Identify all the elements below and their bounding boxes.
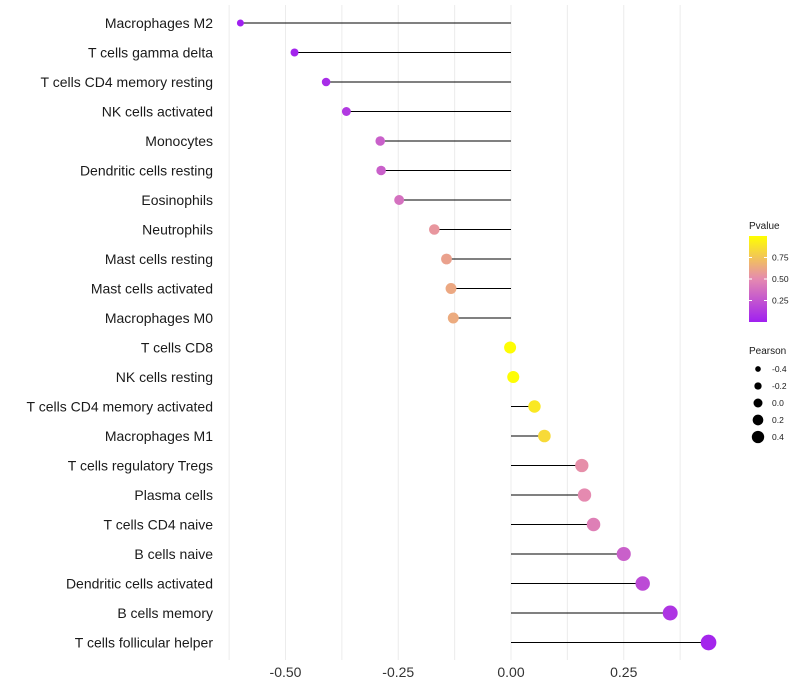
- category-label: Macrophages M0: [105, 310, 213, 326]
- size-legend-label: 0.4: [772, 432, 784, 442]
- data-point: [376, 165, 386, 176]
- category-label: T cells gamma delta: [88, 45, 213, 61]
- data-point: [394, 195, 405, 205]
- stems: [240, 22, 709, 643]
- x-tick-label: -0.25: [382, 664, 414, 680]
- colorbar-tick-label: 0.75: [772, 253, 789, 263]
- category-label: T cells CD8: [141, 340, 213, 356]
- data-point: [575, 458, 589, 473]
- data-point: [662, 605, 678, 621]
- data-point: [429, 224, 440, 235]
- size-legend-label: 0.2: [772, 415, 784, 425]
- category-label: Mast cells activated: [91, 281, 213, 297]
- category-label: NK cells resting: [116, 369, 213, 385]
- category-label: T cells regulatory Tregs: [68, 458, 213, 474]
- category-label: Plasma cells: [134, 487, 213, 503]
- category-label: T cells CD4 memory activated: [27, 399, 213, 415]
- size-legend-dot: [753, 398, 763, 408]
- category-label: B cells naive: [134, 546, 213, 562]
- data-point: [538, 429, 551, 443]
- category-label: Macrophages M1: [105, 428, 213, 444]
- size-legend-dot: [754, 382, 762, 390]
- data-point: [375, 136, 385, 146]
- category-label: T cells CD4 naive: [104, 517, 214, 533]
- x-axis-ticks: -0.50 -0.25 0.00 0.25: [270, 664, 638, 680]
- data-point: [528, 400, 541, 413]
- size-legend-label: -0.4: [772, 364, 787, 374]
- data-point: [445, 283, 457, 294]
- data-point: [504, 341, 517, 354]
- category-label: Monocytes: [145, 133, 213, 149]
- x-tick-label: 0.25: [610, 664, 637, 680]
- data-point: [577, 488, 592, 502]
- data-point: [441, 253, 452, 265]
- data-point: [507, 370, 520, 384]
- pvalue-colorbar: [749, 236, 767, 322]
- grid: [228, 5, 681, 660]
- category-label: T cells CD4 memory resting: [41, 74, 213, 90]
- size-legend-dot: [755, 366, 761, 372]
- data-point: [236, 19, 244, 27]
- category-label: Neutrophils: [142, 222, 213, 238]
- data-point: [635, 576, 650, 591]
- category-label: B cells memory: [117, 605, 213, 621]
- category-label: Dendritic cells activated: [66, 576, 213, 592]
- pearson-legend: Pearson -0.4 -0.2 0.0 0.2 0.4: [749, 346, 787, 444]
- category-label: Dendritic cells resting: [80, 163, 213, 179]
- size-legend-label: -0.2: [772, 381, 787, 391]
- x-tick-label: -0.50: [270, 664, 302, 680]
- data-point: [321, 77, 331, 87]
- data-point: [341, 107, 351, 116]
- size-legend-dot: [752, 414, 764, 426]
- data-point: [616, 546, 631, 562]
- category-label: T cells follicular helper: [75, 635, 214, 651]
- category-label: Mast cells resting: [105, 251, 213, 267]
- pvalue-legend: Pvalue 0.25 0.50 0.75: [749, 221, 789, 322]
- data-point: [290, 48, 299, 57]
- size-legend-dot: [751, 430, 765, 444]
- colorbar-tick-label: 0.25: [772, 296, 789, 306]
- data-point: [700, 634, 717, 651]
- size-legend-label: 0.0: [772, 398, 784, 408]
- x-tick-label: 0.00: [497, 664, 524, 680]
- data-point: [586, 517, 601, 532]
- y-axis-labels: Macrophages M2 T cells gamma delta T cells…: [27, 15, 214, 651]
- category-label: NK cells activated: [102, 104, 213, 120]
- points: [236, 19, 717, 651]
- colorbar-tick-label: 0.50: [772, 274, 789, 284]
- data-point: [447, 312, 459, 324]
- pvalue-legend-title: Pvalue: [749, 221, 780, 232]
- category-label: Macrophages M2: [105, 15, 213, 31]
- pearson-legend-title: Pearson: [749, 346, 786, 357]
- category-label: Eosinophils: [141, 192, 213, 208]
